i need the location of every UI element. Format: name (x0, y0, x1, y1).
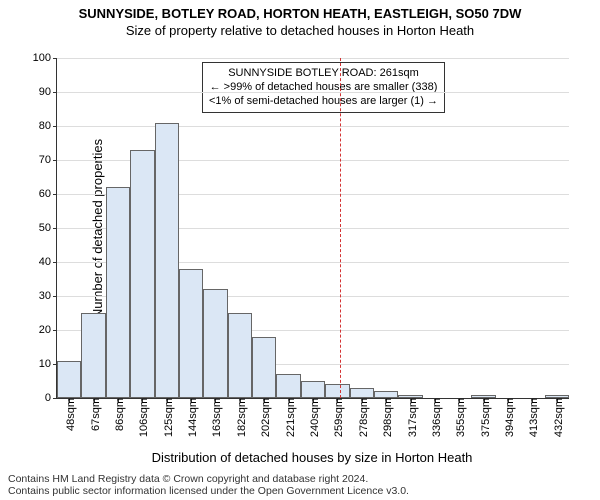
histogram-bar (228, 313, 252, 398)
callout-line-1: SUNNYSIDE BOTLEY ROAD: 261sqm (209, 67, 438, 81)
histogram-bar (301, 381, 325, 398)
histogram-bar (252, 337, 276, 398)
histogram-bar (106, 187, 130, 398)
y-tick-label: 100 (33, 52, 57, 64)
x-tick-label: 240sqm (305, 398, 321, 437)
x-tick-label: 125sqm (159, 398, 175, 437)
chart-title: SUNNYSIDE, BOTLEY ROAD, HORTON HEATH, EA… (0, 0, 600, 21)
y-tick-label: 80 (39, 120, 57, 132)
y-tick-label: 70 (39, 154, 57, 166)
y-tick-label: 0 (45, 392, 57, 404)
grid-line (57, 92, 569, 93)
callout-line-3: <1% of semi-detached houses are larger (… (209, 95, 438, 109)
x-tick-label: 67sqm (86, 398, 102, 431)
histogram-bar (57, 361, 81, 398)
x-tick-label: 202sqm (256, 398, 272, 437)
x-tick-label: 432sqm (549, 398, 565, 437)
grid-line (57, 126, 569, 127)
histogram-bar (350, 388, 374, 398)
x-tick-label: 163sqm (207, 398, 223, 437)
x-tick-label: 86sqm (110, 398, 126, 431)
x-tick-label: 355sqm (451, 398, 467, 437)
footer-line-1: Contains HM Land Registry data © Crown c… (8, 473, 409, 485)
histogram-bar (155, 123, 179, 398)
y-tick-label: 50 (39, 222, 57, 234)
x-tick-label: 394sqm (500, 398, 516, 437)
y-tick-label: 60 (39, 188, 57, 200)
chart-subtitle: Size of property relative to detached ho… (0, 21, 600, 38)
annotation-callout: SUNNYSIDE BOTLEY ROAD: 261sqm ← >99% of … (202, 62, 445, 113)
x-tick-label: 259sqm (329, 398, 345, 437)
x-tick-label: 317sqm (403, 398, 419, 437)
x-tick-label: 278sqm (354, 398, 370, 437)
histogram-bar (203, 289, 227, 398)
y-tick-label: 30 (39, 290, 57, 302)
grid-line (57, 58, 569, 59)
chart-plot-area: SUNNYSIDE BOTLEY ROAD: 261sqm ← >99% of … (56, 58, 569, 399)
x-tick-label: 375sqm (476, 398, 492, 437)
chart-container: SUNNYSIDE, BOTLEY ROAD, HORTON HEATH, EA… (0, 0, 600, 500)
y-tick-label: 10 (39, 358, 57, 370)
footer-attribution: Contains HM Land Registry data © Crown c… (8, 473, 409, 497)
x-tick-label: 182sqm (232, 398, 248, 437)
reference-line (340, 58, 341, 398)
y-tick-label: 40 (39, 256, 57, 268)
histogram-bar (130, 150, 154, 398)
x-tick-label: 413sqm (524, 398, 540, 437)
histogram-bar (276, 374, 300, 398)
x-axis-label: Distribution of detached houses by size … (56, 450, 568, 465)
y-tick-label: 20 (39, 324, 57, 336)
histogram-bar (81, 313, 105, 398)
histogram-bar (325, 384, 349, 398)
x-tick-label: 221sqm (281, 398, 297, 437)
x-tick-label: 298sqm (378, 398, 394, 437)
x-tick-label: 336sqm (427, 398, 443, 437)
histogram-bar (179, 269, 203, 398)
x-tick-label: 106sqm (134, 398, 150, 437)
x-tick-label: 144sqm (183, 398, 199, 437)
x-tick-label: 48sqm (61, 398, 77, 431)
footer-line-2: Contains public sector information licen… (8, 485, 409, 497)
histogram-bar (374, 391, 398, 398)
y-tick-label: 90 (39, 86, 57, 98)
